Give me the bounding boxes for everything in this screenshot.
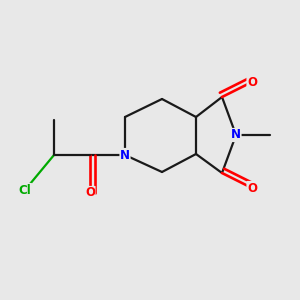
Text: O: O (247, 76, 257, 88)
Text: O: O (85, 187, 95, 200)
Text: Cl: Cl (19, 184, 32, 196)
Text: N: N (231, 128, 241, 142)
Text: O: O (85, 187, 95, 200)
Text: N: N (231, 128, 241, 142)
Text: N: N (120, 148, 130, 161)
Text: O: O (247, 182, 257, 194)
Text: O: O (247, 182, 257, 194)
Text: Cl: Cl (19, 184, 32, 196)
Text: O: O (247, 76, 257, 88)
Text: N: N (120, 148, 130, 161)
